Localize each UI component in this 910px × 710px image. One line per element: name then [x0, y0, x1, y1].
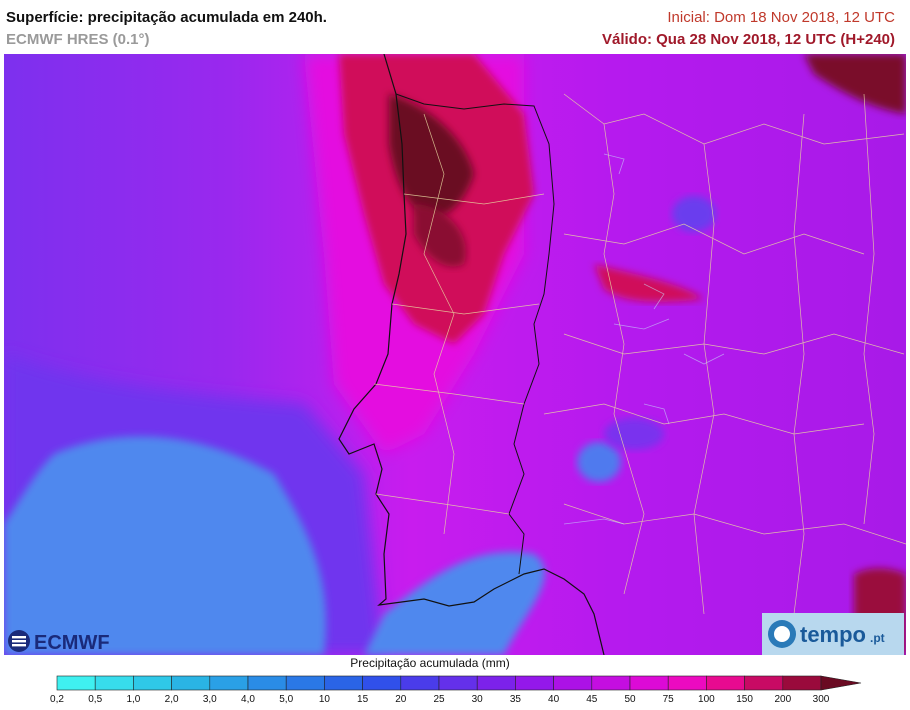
- colorbar-tick-label: 0,2: [50, 694, 64, 705]
- colorbar-bin: [247, 675, 287, 691]
- colorbar-bin: [56, 675, 96, 691]
- colorbar-bin: [591, 675, 631, 691]
- colorbar-bin: [362, 675, 402, 691]
- colorbar-tick-label: 4,0: [241, 694, 255, 705]
- colorbar-tick-label: 15: [357, 694, 369, 705]
- colorbar-ticks: 0,2 0,5 1,0 2,0 3,0 4,0 5,0 10 15 20 25 30 35 40 45 50 7…: [0, 694, 910, 710]
- inland-low-patch-2: [577, 442, 621, 482]
- colorbar-bin: [438, 675, 478, 691]
- ocean-south-core: [364, 552, 545, 655]
- colorbar-tick-label: 40: [548, 694, 560, 705]
- colorbar-tick-label: 75: [662, 694, 674, 705]
- colorbar-tick-label: 1,0: [126, 694, 141, 705]
- colorbar-bin: [94, 675, 134, 691]
- tempo-logo: tempo .pt: [762, 613, 904, 660]
- initial-time: Inicial: Dom 18 Nov 2018, 12 UTC: [667, 9, 895, 26]
- svg-text:.pt: .pt: [870, 631, 885, 645]
- colorbar-bin: [667, 675, 707, 691]
- colorbar-bin: [782, 675, 822, 691]
- colorbar-bin: [209, 675, 249, 691]
- colorbar-tick-label: 0,5: [88, 694, 103, 705]
- colorbar-bin: [133, 675, 172, 691]
- colorbar-bin: [324, 675, 363, 691]
- colorbar-bin: [400, 675, 440, 691]
- colorbar-tick-label: 5,0: [279, 694, 294, 705]
- rivers: [563, 153, 725, 525]
- valid-time: Válido: Qua 28 Nov 2018, 12 UTC (H+240): [601, 31, 895, 48]
- inland-low-patch: [672, 196, 716, 232]
- colorbar-tick-label: 300: [812, 694, 830, 705]
- colorbar: [0, 674, 910, 699]
- colorbar-tick-label: 100: [698, 694, 715, 705]
- inland-low-patch-3: [604, 418, 664, 450]
- precipitation-map[interactable]: [4, 54, 906, 655]
- colorbar-bin: [629, 675, 669, 691]
- colorbar-tick-label: 45: [586, 694, 598, 705]
- colorbar-bin: [744, 675, 784, 691]
- extreme-precip-core-2: [414, 204, 466, 267]
- ecmwf-logo: ECMWF: [6, 628, 130, 659]
- heavy-precip-northeast: [804, 54, 906, 114]
- colorbar-tick-label: 50: [624, 694, 636, 705]
- colorbar-tick-label: 2,0: [164, 694, 179, 705]
- svg-text:tempo: tempo: [800, 622, 866, 647]
- colorbar-tick-label: 150: [736, 694, 753, 705]
- colorbar-bin: [553, 675, 593, 691]
- colorbar-bin: [476, 675, 516, 691]
- colorbar-tick-label: 30: [471, 694, 483, 705]
- heavy-precip-east: [594, 264, 704, 302]
- colorbar-tick-label: 3,0: [202, 694, 217, 705]
- portugal-border: [395, 93, 555, 575]
- colorbar-tick-label: 35: [509, 694, 521, 705]
- colorbar-tick-label: 10: [318, 694, 330, 705]
- map-title: Superfície: precipitação acumulada em 24…: [6, 9, 327, 26]
- colorbar-bin: [171, 675, 211, 691]
- legend-title: Precipitação acumulada (mm): [350, 656, 510, 670]
- colorbar-overflow-arrow: [820, 675, 862, 691]
- colorbar-bin: [515, 675, 554, 691]
- colorbar-tick-label: 200: [774, 694, 792, 705]
- colorbar-tick-label: 20: [395, 694, 407, 705]
- map-canvas: [4, 54, 906, 655]
- colorbar-bin: [285, 675, 325, 691]
- admin-borders: [373, 93, 906, 615]
- colorbar-bin: [706, 675, 745, 691]
- model-label: ECMWF HRES (0.1°): [6, 31, 150, 48]
- ocean-low-precip-core: [4, 436, 326, 655]
- svg-text:ECMWF: ECMWF: [34, 632, 110, 654]
- extreme-precip-core: [389, 94, 474, 217]
- colorbar-tick-label: 25: [433, 694, 445, 705]
